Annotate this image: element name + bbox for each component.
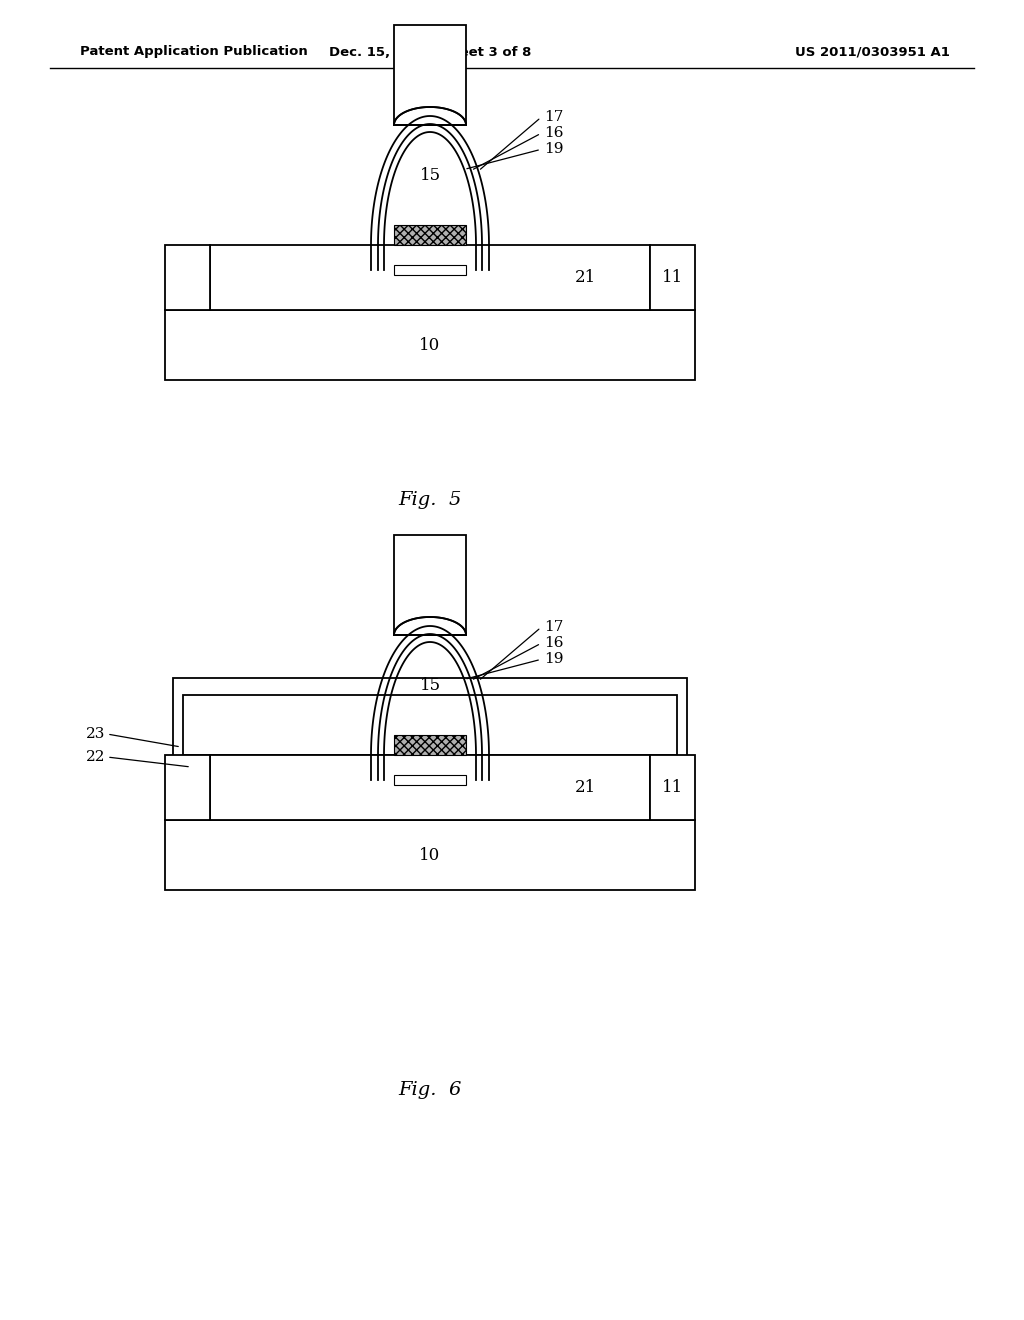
Text: 17: 17 [544,620,563,635]
Text: 15: 15 [420,676,440,693]
Bar [394,775,466,785]
Text: 22: 22 [85,750,105,764]
Text: 10: 10 [420,337,440,354]
Text: Dec. 15, 2011  Sheet 3 of 8: Dec. 15, 2011 Sheet 3 of 8 [329,45,531,58]
Bar [394,535,466,635]
Bar [173,678,687,759]
Polygon shape [394,107,466,125]
Text: 17: 17 [544,111,563,124]
Text: Fig.  5: Fig. 5 [398,491,462,510]
Polygon shape [394,616,466,635]
Bar [210,755,650,820]
Bar [165,310,695,380]
Bar [394,265,466,275]
Text: 16: 16 [544,127,563,140]
Text: 23: 23 [86,727,105,741]
Text: 19: 19 [544,143,563,156]
Text: Fig.  6: Fig. 6 [398,1081,462,1100]
Text: 11: 11 [662,779,683,796]
Bar [210,246,650,310]
Bar [165,820,695,890]
Bar [394,224,466,246]
Bar [165,755,210,820]
Text: 10: 10 [420,846,440,863]
Text: Patent Application Publication: Patent Application Publication [80,45,308,58]
Text: 15: 15 [420,166,440,183]
Text: 21: 21 [574,269,596,286]
Bar [650,246,695,310]
Bar [394,25,466,125]
Bar [394,735,466,755]
Text: 19: 19 [544,652,563,667]
Text: 16: 16 [544,636,563,651]
Bar [165,246,210,310]
Bar [183,696,677,755]
Bar [650,755,695,820]
Text: US 2011/0303951 A1: US 2011/0303951 A1 [795,45,950,58]
Text: 11: 11 [662,269,683,286]
Text: 21: 21 [574,779,596,796]
